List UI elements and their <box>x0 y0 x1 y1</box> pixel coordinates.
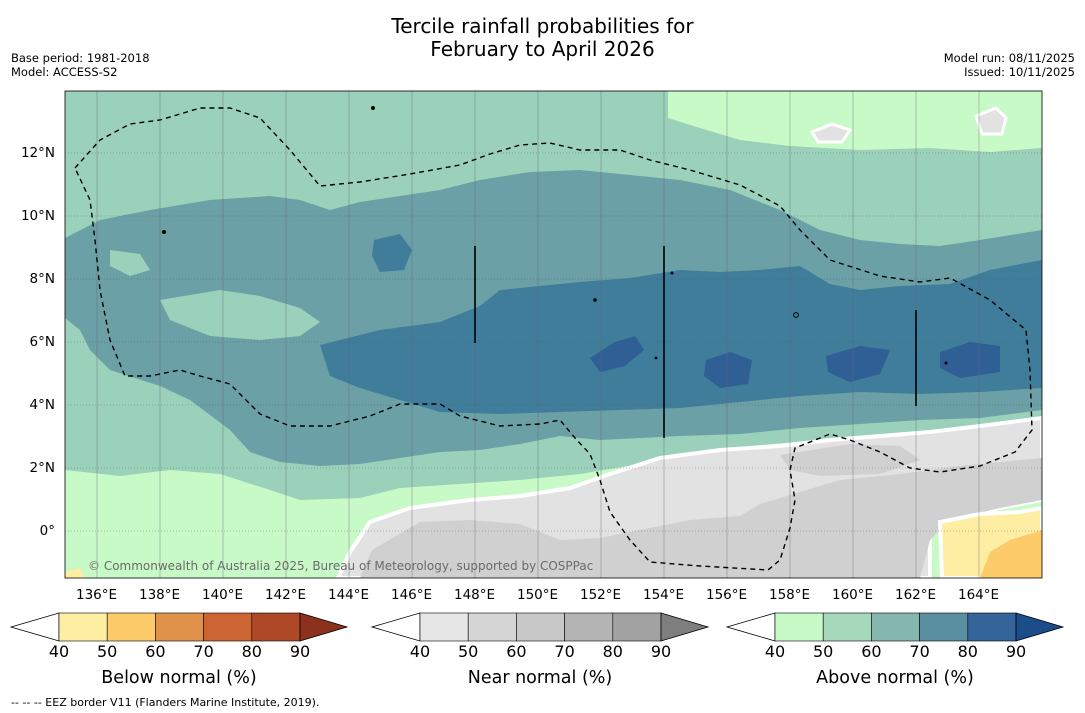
colorbar-near-extend-max <box>660 612 710 642</box>
colorbar-above-extend-max <box>1015 612 1065 642</box>
region-above-70-small <box>372 234 412 272</box>
colorbar-below-normal <box>9 612 349 642</box>
colorbar-below-tick: 70 <box>193 642 214 661</box>
colorbar-near-segment <box>612 612 662 642</box>
colorbar-above-segment <box>774 612 824 642</box>
colorbar-near-segment <box>419 612 469 642</box>
colorbar-above-tick: 90 <box>1005 642 1027 661</box>
lat-label-4n: 4°N <box>29 397 55 413</box>
colorbar-above-segment <box>822 612 872 642</box>
near-normal-spot-1 <box>809 122 853 144</box>
colorbar-near-tick: 90 <box>650 642 672 661</box>
colorbar-below-segment <box>106 612 156 642</box>
lon-label-154e: 154°E <box>643 587 685 603</box>
colorbar-below-segment <box>58 612 108 642</box>
lon-label-150e: 150°E <box>517 587 559 603</box>
colorbar-above-extend-min <box>725 612 776 642</box>
map-canvas <box>64 90 1043 579</box>
lon-label-158e: 158°E <box>769 587 811 603</box>
meridians <box>96 91 980 578</box>
probability-field <box>65 91 1042 578</box>
colorbar-above-tick: 40 <box>764 642 786 661</box>
colorbar-near-segment <box>516 612 565 642</box>
colorbar-above-segment <box>967 612 1017 642</box>
map-frame <box>64 90 1043 579</box>
region-above-50-hole <box>160 290 320 340</box>
lon-label-148e: 148°E <box>454 587 496 603</box>
colorbar-below-extend-min <box>9 612 60 642</box>
colorbar-below-tick: 80 <box>241 642 262 661</box>
colorbar-below-segment <box>203 612 253 642</box>
colorbar-below-tick: 60 <box>145 642 166 661</box>
colorbar-above-title: Above normal (%) <box>816 668 974 688</box>
colorbar-below-segment <box>251 612 301 642</box>
region-below-40-west <box>65 568 85 578</box>
region-above-50-hole2 <box>110 250 150 276</box>
copyright-text: © Commonwealth of Australia 2025, Bureau… <box>88 559 594 573</box>
colorbar-near-tick: 80 <box>602 642 623 661</box>
colorbar-near-segment <box>564 612 614 642</box>
lon-label-142e: 142°E <box>265 587 307 603</box>
colorbars <box>9 612 1065 642</box>
lon-label-152e: 152°E <box>580 587 622 603</box>
lat-label-10n: 10°N <box>20 208 55 224</box>
model-text: Model: ACCESS-S2 <box>11 65 118 79</box>
lat-label-6n: 6°N <box>29 334 55 350</box>
colorbar-near-tick: 70 <box>554 642 575 661</box>
lon-label-164e: 164°E <box>958 587 1000 603</box>
boundary-lines <box>474 246 917 438</box>
colorbar-near-tick: 60 <box>506 642 527 661</box>
colorbar-near-tick: 50 <box>458 642 479 661</box>
lon-label-140e: 140°E <box>202 587 244 603</box>
lon-label-144e: 144°E <box>328 587 370 603</box>
colorbar-above-tick: 50 <box>813 642 834 661</box>
region-above-80-a <box>590 336 644 372</box>
region-above-80-b <box>704 352 752 388</box>
lon-label-162e: 162°E <box>895 587 937 603</box>
eez-borders <box>74 107 1033 571</box>
colorbar-below-tick: 40 <box>48 642 70 661</box>
region-below-50 <box>980 530 1042 578</box>
near-normal-spot-2 <box>974 106 1008 136</box>
base-period-text: Base period: 1981-2018 <box>11 51 150 65</box>
lon-label-160e: 160°E <box>832 587 874 603</box>
colorbar-below-extend-max <box>299 612 349 642</box>
issued-text: Issued: 10/11/2025 <box>964 65 1075 79</box>
colorbar-above-tick: 70 <box>909 642 930 661</box>
region-above-80-d <box>940 342 1000 378</box>
colorbar-near-normal <box>370 612 710 642</box>
colorbar-near-segment <box>467 612 517 642</box>
lat-label-2n: 2°N <box>29 460 55 476</box>
region-above-40-top <box>668 91 1042 152</box>
chart-title-line2: February to April 2026 <box>430 37 655 61</box>
lon-label-138e: 138°E <box>139 587 181 603</box>
colorbar-above-tick: 80 <box>957 642 978 661</box>
colorbar-below-tick: 50 <box>97 642 118 661</box>
lon-label-146e: 146°E <box>391 587 433 603</box>
colorbar-near-tick: 40 <box>409 642 431 661</box>
lat-label-8n: 8°N <box>29 271 55 287</box>
lat-label-12n: 12°N <box>20 145 55 161</box>
region-near-50 <box>360 458 1042 578</box>
colorbar-below-title: Below normal (%) <box>101 668 257 688</box>
lon-label-136e: 136°E <box>76 587 118 603</box>
colorbar-near-title: Near normal (%) <box>467 668 613 688</box>
lat-label-0: 0° <box>39 523 55 539</box>
chart-title-line1: Tercile rainfall probabilities for <box>391 14 694 38</box>
graticule <box>65 152 1042 532</box>
colorbar-below-segment <box>155 612 204 642</box>
colorbar-below-tick: 90 <box>289 642 311 661</box>
lon-label-156e: 156°E <box>706 587 748 603</box>
model-run-text: Model run: 08/11/2025 <box>943 51 1075 65</box>
islands <box>162 106 948 365</box>
colorbar-above-segment <box>919 612 969 642</box>
region-above-80-c <box>826 346 890 382</box>
eez-footnote: -- -- -- EEZ border V11 (Flanders Marine… <box>11 696 320 709</box>
colorbar-above-segment <box>871 612 920 642</box>
colorbar-above-tick: 60 <box>861 642 882 661</box>
colorbar-above-normal <box>725 612 1065 642</box>
colorbar-near-extend-min <box>370 612 421 642</box>
